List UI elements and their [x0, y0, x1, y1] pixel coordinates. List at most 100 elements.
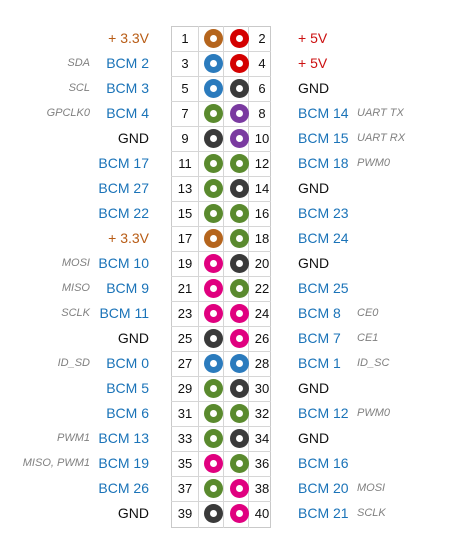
pin-label: BCM 26 — [98, 480, 149, 496]
pin-alt-function: GPCLK0 — [46, 107, 90, 119]
header-row-divider — [171, 251, 271, 252]
pin-number: 23 — [177, 306, 193, 321]
pin-label: + 3.3V — [108, 30, 149, 46]
pin-label: BCM 10 — [98, 255, 149, 271]
pin-26-icon — [230, 329, 249, 348]
pin-alt-function: MISO — [61, 282, 90, 294]
pin-label: BCM 6 — [106, 405, 149, 421]
pin-alt-function: ID_SD — [57, 357, 90, 369]
pin-21-icon — [204, 279, 223, 298]
header-row-divider — [171, 126, 271, 127]
pin-7-icon — [204, 104, 223, 123]
pin-label: BCM 8 — [298, 305, 341, 321]
pin-alt-function: PWM1 — [57, 432, 90, 444]
pin-row: MISO, PWM1 BCM 19 35 36 BCM 16 — [0, 451, 452, 476]
pin-number: 16 — [254, 206, 270, 221]
pin-row: BCM 22 15 16 BCM 23 — [0, 201, 452, 226]
pin-alt-function: MOSI — [357, 482, 386, 494]
header-column-divider — [198, 26, 199, 528]
pin-label: GND — [298, 180, 330, 196]
header-row-divider — [171, 201, 271, 202]
header-row-divider — [171, 101, 271, 102]
pin-label: BCM 27 — [98, 180, 149, 196]
pin-number: 38 — [254, 481, 270, 496]
header-row-divider — [171, 476, 271, 477]
pin-36-icon — [230, 454, 249, 473]
pin-number: 4 — [258, 56, 266, 71]
pin-18-icon — [230, 229, 249, 248]
pin-11-icon — [204, 154, 223, 173]
pin-row: PWM1 BCM 13 33 34 GND — [0, 426, 452, 451]
pin-row: SCL BCM 3 5 6 GND — [0, 76, 452, 101]
pin-22-icon — [230, 279, 249, 298]
header-row-divider — [171, 426, 271, 427]
pin-label: BCM 13 — [98, 430, 149, 446]
pin-label: + 3.3V — [108, 230, 149, 246]
pin-row: GND 39 40 BCM 21 SCLK — [0, 501, 452, 526]
pin-number: 7 — [181, 106, 189, 121]
pin-10-icon — [230, 129, 249, 148]
pin-number: 24 — [254, 306, 270, 321]
header-row-divider — [171, 501, 271, 502]
pin-label: BCM 21 — [298, 505, 349, 521]
pin-14-icon — [230, 179, 249, 198]
pin-number: 2 — [258, 31, 266, 46]
pin-number: 15 — [177, 206, 193, 221]
pin-number: 20 — [254, 256, 270, 271]
pin-16-icon — [230, 204, 249, 223]
pin-alt-function: MISO, PWM1 — [22, 457, 90, 469]
pin-label: BCM 22 — [98, 205, 149, 221]
pin-number: 26 — [254, 331, 270, 346]
pin-number: 27 — [177, 356, 193, 371]
pin-row: MISO BCM 9 21 22 BCM 25 — [0, 276, 452, 301]
pin-label: BCM 16 — [298, 455, 349, 471]
pin-23-icon — [204, 304, 223, 323]
header-row-divider — [171, 51, 271, 52]
pin-19-icon — [204, 254, 223, 273]
pin-number: 1 — [181, 31, 189, 46]
pin-label: BCM 20 — [298, 480, 349, 496]
pin-1-icon — [204, 29, 223, 48]
pin-label: BCM 19 — [98, 455, 149, 471]
pin-label: BCM 15 — [298, 130, 349, 146]
pin-label: + 5V — [298, 30, 328, 46]
pin-row: BCM 6 31 32 BCM 12 PWM0 — [0, 401, 452, 426]
header-row-divider — [171, 376, 271, 377]
pin-number: 31 — [177, 406, 193, 421]
pin-number: 21 — [177, 281, 193, 296]
pin-label: BCM 3 — [106, 80, 149, 96]
pin-5-icon — [204, 79, 223, 98]
pin-label: GND — [298, 80, 330, 96]
pin-row: BCM 5 29 30 GND — [0, 376, 452, 401]
pin-28-icon — [230, 354, 249, 373]
pin-row: GND 25 26 BCM 7 CE1 — [0, 326, 452, 351]
pin-label: BCM 12 — [298, 405, 349, 421]
pin-label: + 5V — [298, 55, 328, 71]
pin-label: BCM 9 — [106, 280, 149, 296]
pin-40-icon — [230, 504, 249, 523]
pin-25-icon — [204, 329, 223, 348]
header-row-divider — [171, 451, 271, 452]
pin-number: 33 — [177, 431, 193, 446]
pin-number: 36 — [254, 456, 270, 471]
pin-alt-function: PWM0 — [357, 157, 390, 169]
pin-number: 32 — [254, 406, 270, 421]
pin-13-icon — [204, 179, 223, 198]
pin-30-icon — [230, 379, 249, 398]
pin-alt-function: SCLK — [61, 307, 90, 319]
pin-number: 39 — [177, 506, 193, 521]
header-row-divider — [171, 276, 271, 277]
pin-label: BCM 18 — [298, 155, 349, 171]
pin-number: 10 — [254, 131, 270, 146]
pin-number: 25 — [177, 331, 193, 346]
header-row-divider — [171, 226, 271, 227]
pin-4-icon — [230, 54, 249, 73]
pin-number: 28 — [254, 356, 270, 371]
pin-alt-function: CE0 — [357, 307, 379, 319]
pin-37-icon — [204, 479, 223, 498]
pin-number: 18 — [254, 231, 270, 246]
header-row-divider — [171, 176, 271, 177]
pin-number: 5 — [181, 81, 189, 96]
pin-row: + 3.3V 17 18 BCM 24 — [0, 226, 452, 251]
pin-number: 9 — [181, 131, 189, 146]
